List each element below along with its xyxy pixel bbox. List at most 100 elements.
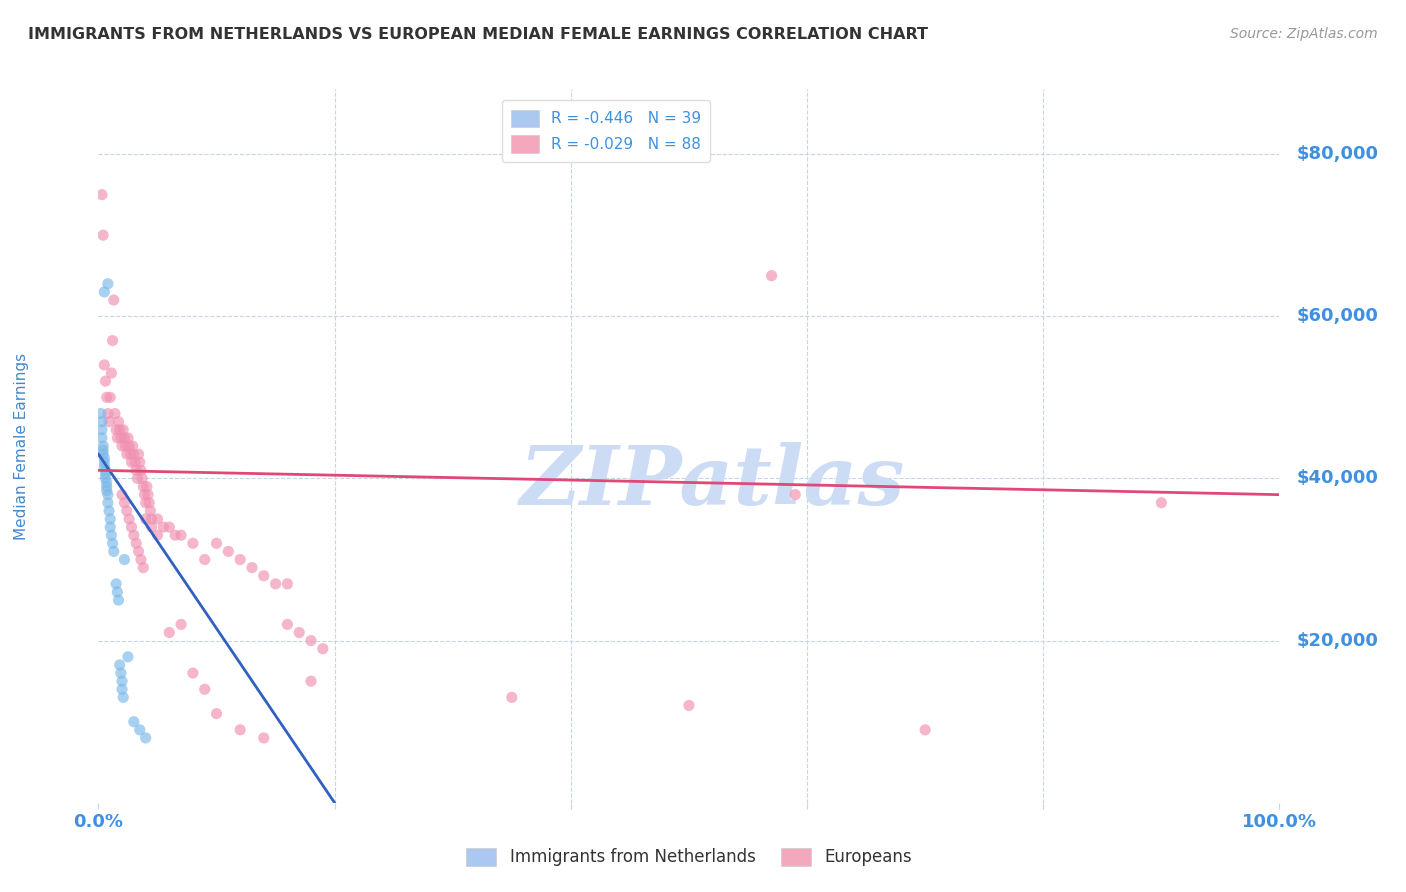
Point bbox=[129, 463, 152, 477]
Point bbox=[98, 504, 121, 518]
Point bbox=[97, 407, 120, 421]
Point bbox=[299, 674, 322, 689]
Point bbox=[170, 528, 193, 542]
Text: IMMIGRANTS FROM NETHERLANDS VS EUROPEAN MEDIAN FEMALE EARNINGS CORRELATION CHART: IMMIGRANTS FROM NETHERLANDS VS EUROPEAN … bbox=[28, 27, 928, 42]
Point bbox=[288, 625, 311, 640]
Point bbox=[118, 439, 141, 453]
Point bbox=[678, 698, 700, 713]
Point bbox=[135, 512, 157, 526]
Point bbox=[240, 560, 263, 574]
Point bbox=[229, 552, 252, 566]
Point bbox=[122, 447, 145, 461]
Point bbox=[90, 407, 112, 421]
Point bbox=[253, 731, 276, 745]
Point bbox=[107, 415, 129, 429]
Point bbox=[501, 690, 523, 705]
Point bbox=[91, 443, 114, 458]
Point bbox=[97, 277, 120, 291]
Point bbox=[98, 512, 121, 526]
Point bbox=[229, 723, 252, 737]
Point bbox=[97, 496, 120, 510]
Point bbox=[91, 415, 114, 429]
Point bbox=[299, 633, 322, 648]
Point bbox=[785, 488, 807, 502]
Point bbox=[96, 390, 118, 404]
Point bbox=[125, 536, 148, 550]
Point bbox=[93, 285, 115, 299]
Point bbox=[115, 447, 138, 461]
Point bbox=[121, 455, 143, 469]
Point bbox=[91, 228, 114, 243]
Point bbox=[93, 358, 115, 372]
Point bbox=[96, 483, 118, 498]
Point bbox=[135, 731, 157, 745]
Point bbox=[98, 415, 121, 429]
Point bbox=[100, 528, 122, 542]
Point bbox=[194, 552, 217, 566]
Point bbox=[194, 682, 217, 697]
Point bbox=[107, 593, 129, 607]
Point bbox=[91, 423, 114, 437]
Point bbox=[141, 520, 163, 534]
Point bbox=[139, 504, 162, 518]
Point bbox=[118, 512, 141, 526]
Point bbox=[129, 552, 152, 566]
Point bbox=[112, 423, 135, 437]
Point bbox=[111, 674, 134, 689]
Point bbox=[111, 439, 134, 453]
Point bbox=[152, 520, 174, 534]
Point bbox=[94, 463, 117, 477]
Point bbox=[91, 439, 114, 453]
Point bbox=[128, 544, 150, 558]
Point bbox=[761, 268, 783, 283]
Point bbox=[121, 520, 143, 534]
Point bbox=[112, 431, 135, 445]
Point bbox=[94, 471, 117, 485]
Point bbox=[312, 641, 335, 656]
Point bbox=[181, 536, 204, 550]
Point bbox=[101, 334, 124, 348]
Point bbox=[105, 431, 128, 445]
Text: $20,000: $20,000 bbox=[1296, 632, 1378, 649]
Point bbox=[136, 488, 159, 502]
Legend: Immigrants from Netherlands, Europeans: Immigrants from Netherlands, Europeans bbox=[460, 841, 918, 873]
Point bbox=[217, 544, 239, 558]
Point bbox=[205, 706, 228, 721]
Text: $60,000: $60,000 bbox=[1296, 307, 1378, 326]
Point bbox=[276, 577, 298, 591]
Point bbox=[122, 714, 145, 729]
Point bbox=[105, 577, 128, 591]
Point bbox=[135, 496, 157, 510]
Point bbox=[94, 374, 117, 388]
Text: Source: ZipAtlas.com: Source: ZipAtlas.com bbox=[1230, 27, 1378, 41]
Point bbox=[141, 512, 163, 526]
Point bbox=[205, 536, 228, 550]
Text: ZIPatlas: ZIPatlas bbox=[520, 442, 905, 522]
Point bbox=[157, 625, 180, 640]
Point bbox=[117, 431, 139, 445]
Point bbox=[264, 577, 287, 591]
Point bbox=[138, 496, 160, 510]
Point bbox=[91, 431, 114, 445]
Point bbox=[101, 536, 124, 550]
Point bbox=[146, 512, 169, 526]
Point bbox=[114, 439, 136, 453]
Point bbox=[96, 475, 118, 490]
Point bbox=[115, 504, 138, 518]
Point bbox=[104, 407, 127, 421]
Point bbox=[117, 649, 139, 664]
Point bbox=[111, 488, 134, 502]
Point bbox=[112, 552, 135, 566]
Point bbox=[132, 479, 155, 493]
Point bbox=[135, 479, 157, 493]
Point bbox=[93, 451, 115, 466]
Text: $40,000: $40,000 bbox=[1296, 469, 1378, 487]
Point bbox=[110, 666, 132, 681]
Point bbox=[157, 520, 180, 534]
Text: $80,000: $80,000 bbox=[1296, 145, 1378, 163]
Point bbox=[111, 682, 134, 697]
Point bbox=[100, 366, 122, 380]
Point bbox=[276, 617, 298, 632]
Point bbox=[132, 560, 155, 574]
Point bbox=[121, 439, 143, 453]
